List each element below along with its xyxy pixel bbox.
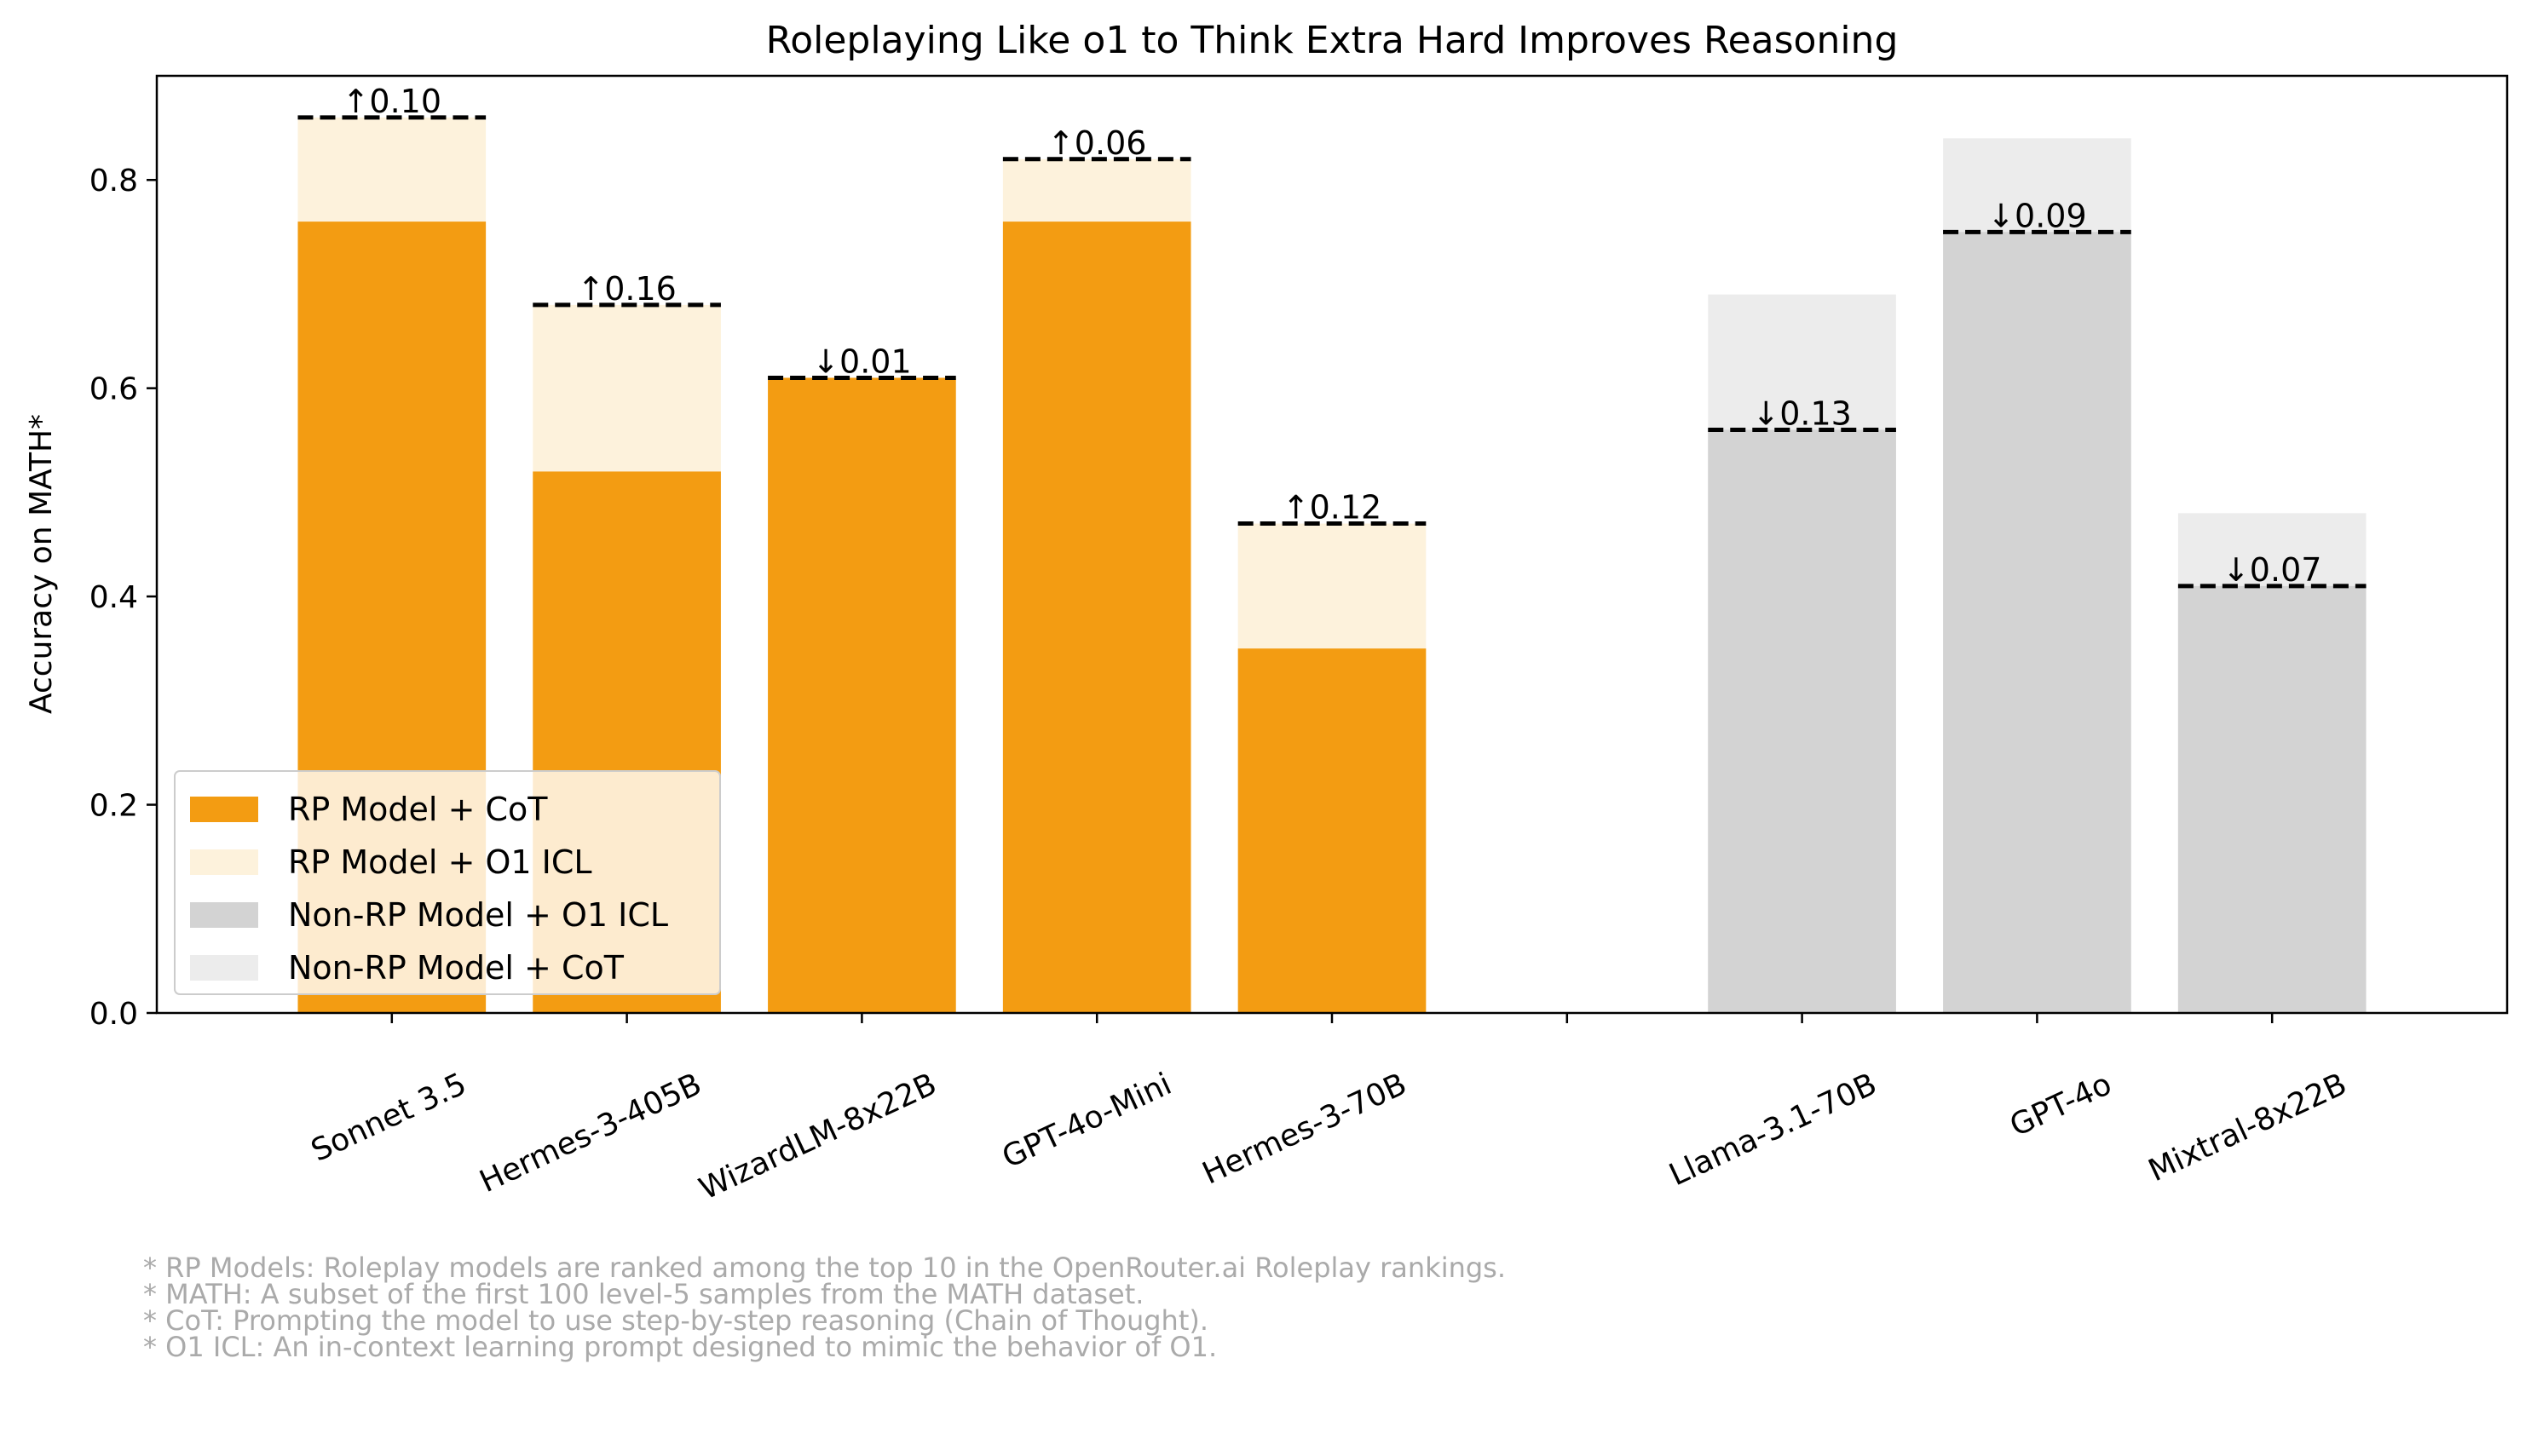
footnote: * CoT: Prompting the model to use step-b… <box>143 1304 1208 1337</box>
legend-label: Non-RP Model + CoT <box>288 949 625 987</box>
legend-swatch <box>190 955 258 981</box>
legend-swatch <box>190 849 258 875</box>
y-tick-label: 0.0 <box>89 997 138 1032</box>
improvement-label: ↓0.09 <box>1987 197 2086 234</box>
x-tick-label: Sonnet 3.5 <box>306 1067 471 1169</box>
x-tick-label: GPT-4o-Mini <box>997 1067 1177 1175</box>
bar-wizardlm-8x22b-rp-model-cot <box>768 377 956 1013</box>
x-tick-label: GPT-4o <box>2004 1067 2117 1144</box>
legend-swatch <box>190 797 258 822</box>
improvement-label: ↑0.12 <box>1283 489 1381 527</box>
y-axis-label: Accuracy on MATH* <box>24 414 59 714</box>
x-tick-label: Hermes-3-70B <box>1197 1067 1412 1192</box>
footnote: * MATH: A subset of the first 100 level-… <box>143 1278 1144 1310</box>
improvement-label: ↑0.16 <box>577 270 676 308</box>
footnote: * O1 ICL: An in-context learning prompt … <box>143 1331 1217 1363</box>
x-tick-label: Hermes-3-405B <box>475 1067 707 1200</box>
legend: RP Model + CoT RP Model + O1 ICL Non-RP Mo… <box>174 770 721 995</box>
bar-gpt-4o-non-rp-model-o1-icl <box>1943 232 2131 1013</box>
legend-label: Non-RP Model + O1 ICL <box>288 896 668 934</box>
y-tick-label: 0.8 <box>89 164 138 199</box>
x-tick-label: Llama-3.1-70B <box>1664 1067 1882 1193</box>
legend-swatch <box>190 902 258 928</box>
y-tick-label: 0.6 <box>89 372 138 407</box>
improvement-label: ↑0.10 <box>343 83 441 120</box>
improvement-label: ↑0.06 <box>1047 124 1146 162</box>
bar-mixtral-8x22b-non-rp-model-o1-icl <box>2177 585 2367 1013</box>
chart-title: Roleplaying Like o1 to Think Extra Hard … <box>766 19 1899 62</box>
bar-gpt-4o-mini-rp-model-cot <box>1002 222 1191 1014</box>
improvement-label: ↓0.13 <box>1752 395 1851 433</box>
improvement-label: ↓0.01 <box>812 342 911 380</box>
y-tick-label: 0.4 <box>89 580 138 615</box>
y-tick-label: 0.2 <box>89 789 138 824</box>
x-tick-label: WizardLM-8x22B <box>695 1067 943 1207</box>
annotations-layer: ↑0.10 ↑0.16 ↓0.01 ↑0.06 ↑0.12 ↓0.13 ↓0.09 ↓0.07 <box>297 83 2367 589</box>
footnotes: * RP Models: Roleplay models are ranked … <box>143 1252 1506 1363</box>
bar-hermes-3-70b-rp-model-cot <box>1237 648 1427 1013</box>
footnote: * RP Models: Roleplay models are ranked … <box>143 1252 1506 1284</box>
legend-label: RP Model + CoT <box>288 791 548 828</box>
legend-box <box>174 770 721 995</box>
improvement-label: ↓0.07 <box>2223 551 2321 589</box>
x-tick-label: Mixtral-8x22B <box>2143 1067 2352 1188</box>
bar-llama-3-1-70b-non-rp-model-o1-icl <box>1708 429 1896 1013</box>
bars-layer <box>297 117 2367 1014</box>
legend-label: RP Model + O1 ICL <box>288 843 592 881</box>
